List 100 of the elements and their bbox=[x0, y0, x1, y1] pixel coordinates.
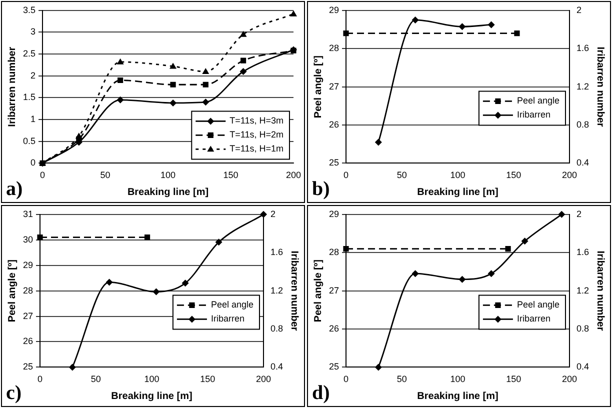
y2-axis-title: Iribarren number bbox=[594, 250, 606, 331]
y-axis-title: Peel angle [º] bbox=[6, 260, 18, 322]
point bbox=[488, 21, 495, 28]
point bbox=[170, 82, 176, 88]
y-tick-label: 1.5 bbox=[22, 92, 36, 102]
y2-tick-label: 1.2 bbox=[270, 285, 284, 296]
point bbox=[152, 288, 160, 296]
x-tick-label: 150 bbox=[223, 170, 238, 180]
y-tick-label: 26 bbox=[328, 119, 340, 130]
point bbox=[182, 280, 189, 287]
legend-label: Peel angle bbox=[516, 300, 560, 310]
x-axis-title: Breaking line [m] bbox=[127, 186, 209, 198]
x-tick-label: 0 bbox=[38, 374, 43, 384]
y-tick-label: 0 bbox=[30, 158, 36, 168]
y-tick-label: 31 bbox=[22, 208, 34, 219]
x-tick-label: 0 bbox=[344, 170, 349, 180]
point bbox=[116, 96, 124, 104]
y2-tick-label: 1.6 bbox=[576, 247, 590, 258]
y2-tick-label: 0.8 bbox=[270, 323, 284, 334]
x-tick-label: 100 bbox=[144, 374, 160, 384]
y2-tick-label: 1.2 bbox=[576, 285, 590, 296]
point bbox=[170, 99, 177, 106]
point bbox=[521, 238, 528, 245]
point bbox=[412, 16, 419, 24]
y2-tick-label: 2 bbox=[576, 4, 582, 15]
y-tick-label: 2 bbox=[30, 70, 36, 80]
x-tick-label: 0 bbox=[40, 170, 46, 180]
point bbox=[75, 132, 82, 139]
point bbox=[116, 58, 124, 64]
legend-label: Iribarren bbox=[516, 314, 550, 324]
legend-label: Iribarren bbox=[210, 314, 244, 324]
x-tick-label: 50 bbox=[90, 374, 101, 384]
x-axis-title: Breaking line [m] bbox=[417, 390, 498, 402]
y-tick-label: 2.5 bbox=[22, 48, 36, 59]
y-tick-label: 27 bbox=[328, 285, 340, 296]
point bbox=[458, 276, 466, 283]
point bbox=[374, 138, 382, 146]
point bbox=[240, 68, 247, 76]
point bbox=[240, 30, 247, 37]
legend-label: Peel angle bbox=[210, 300, 254, 310]
legend-label: T=11s, H=2m bbox=[230, 130, 284, 140]
point bbox=[374, 364, 382, 371]
y-tick-label: 25 bbox=[328, 158, 340, 168]
point bbox=[215, 238, 222, 246]
y2-tick-label: 1.6 bbox=[576, 43, 590, 54]
y-tick-label: 3.5 bbox=[22, 4, 36, 15]
y2-tick-label: 1.2 bbox=[576, 81, 590, 92]
y-tick-label: 25 bbox=[22, 362, 34, 372]
point bbox=[106, 278, 113, 286]
y-tick-label: 29 bbox=[22, 260, 34, 270]
point bbox=[118, 77, 124, 84]
legend-label: T=11s, H=1m bbox=[230, 144, 284, 154]
x-tick-label: 100 bbox=[160, 170, 176, 180]
x-tick-label: 50 bbox=[100, 170, 110, 180]
y-axis-title: Iribarren number bbox=[6, 46, 18, 127]
point bbox=[240, 58, 246, 64]
y-tick-label: 25 bbox=[328, 362, 340, 372]
y-tick-label: 1 bbox=[30, 114, 36, 124]
y-tick-label: 26 bbox=[328, 323, 340, 334]
y2-axis-title: Iribarren number bbox=[288, 250, 300, 331]
x-tick-label: 150 bbox=[506, 374, 522, 384]
y-axis-title: Peel angle [º] bbox=[312, 56, 324, 118]
y2-tick-label: 0.4 bbox=[270, 362, 284, 372]
point bbox=[170, 62, 177, 69]
text: a) bbox=[6, 178, 23, 200]
y-tick-label: 26 bbox=[22, 336, 34, 346]
x-tick-label: 150 bbox=[200, 374, 216, 384]
point bbox=[558, 210, 566, 218]
x-tick-label: 50 bbox=[396, 170, 407, 180]
point bbox=[412, 270, 419, 278]
point bbox=[68, 364, 76, 371]
y-tick-label: 27 bbox=[22, 310, 34, 321]
point bbox=[488, 270, 495, 278]
text: c) bbox=[6, 382, 22, 404]
x-tick-label: 200 bbox=[562, 374, 578, 384]
y2-tick-label: 0.8 bbox=[576, 119, 590, 130]
x-tick-label: 100 bbox=[450, 170, 466, 180]
legend-label: Peel angle bbox=[516, 96, 560, 106]
y-tick-label: 3 bbox=[30, 26, 36, 37]
y2-tick-label: 1.6 bbox=[270, 247, 284, 258]
x-tick-label: 100 bbox=[450, 374, 466, 384]
point bbox=[202, 68, 210, 74]
legend-label: T=11s, H=3m bbox=[230, 116, 284, 126]
y-tick-label: 27 bbox=[328, 81, 340, 92]
y2-tick-label: 0.4 bbox=[576, 158, 590, 168]
y2-tick-label: 0.8 bbox=[576, 323, 590, 334]
text: d) bbox=[312, 382, 330, 404]
y-tick-label: 29 bbox=[328, 4, 340, 15]
y2-tick-label: 2 bbox=[576, 208, 582, 219]
y-axis-title: Peel angle [º] bbox=[312, 260, 324, 322]
y-tick-label: 28 bbox=[22, 285, 34, 296]
point bbox=[260, 210, 267, 218]
y2-axis-title: Iribarren number bbox=[594, 46, 606, 127]
x-tick-label: 200 bbox=[256, 374, 272, 384]
y-tick-label: 30 bbox=[22, 234, 34, 244]
x-tick-label: 150 bbox=[506, 170, 522, 180]
y2-tick-label: 2 bbox=[270, 208, 276, 219]
y-tick-label: 28 bbox=[328, 247, 340, 258]
x-tick-label: 200 bbox=[562, 170, 578, 180]
legend-label: Iribarren bbox=[516, 110, 550, 120]
